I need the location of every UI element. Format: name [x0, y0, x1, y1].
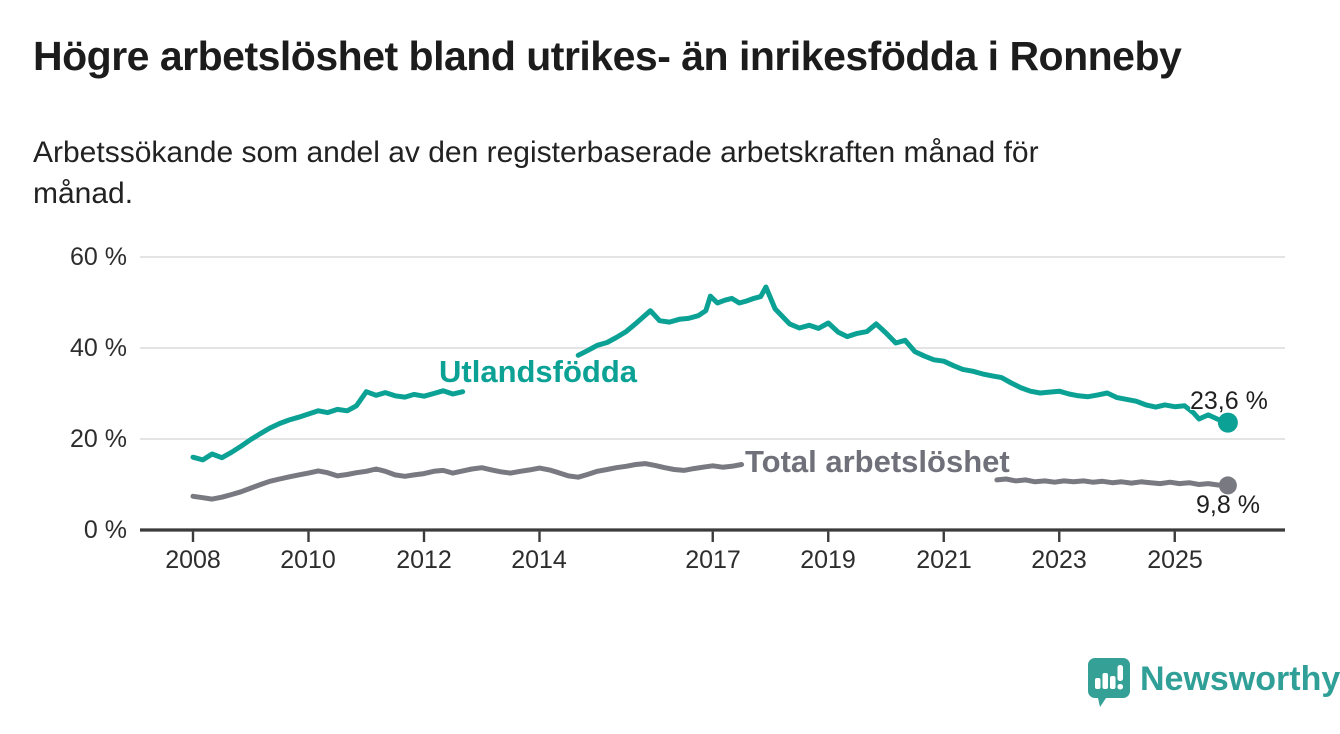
subtitle-line: månad. — [33, 177, 134, 210]
subtitle-line: Arbetssökande som andel av den registerb… — [33, 136, 1039, 169]
y-axis-label: 20 % — [70, 425, 127, 453]
y-axis-label: 40 % — [70, 334, 127, 362]
x-axis-label: 2012 — [396, 546, 452, 574]
x-axis-label: 2010 — [280, 546, 336, 574]
x-axis-label: 2008 — [165, 546, 221, 574]
y-axis-label: 60 % — [70, 243, 127, 271]
series-line-utlandsfodda — [575, 284, 1231, 426]
y-axis-label: 0 % — [83, 516, 127, 544]
x-axis-label: 2014 — [511, 546, 567, 574]
exclamation-bar — [1117, 665, 1123, 681]
chart-subtitle: Arbetssökande som andel av den registerb… — [33, 132, 1273, 214]
end-point-marker — [1218, 476, 1237, 495]
end-value-label-utlandsfodda: 23,6 % — [1190, 387, 1268, 415]
logo-wordmark: Newsworthy — [1140, 660, 1340, 698]
end-point-marker — [1217, 412, 1238, 433]
x-axis-label: 2017 — [685, 546, 741, 574]
bar-3 — [1110, 676, 1116, 689]
series-label-total-arbetsloshet: Total arbetslöshet — [745, 444, 1010, 479]
x-axis-label: 2023 — [1031, 546, 1087, 574]
x-axis-label: 2025 — [1147, 546, 1203, 574]
x-axis-label: 2021 — [916, 546, 972, 574]
page-title: Högre arbetslöshet bland utrikes- än inr… — [33, 33, 1182, 79]
speech-bubble-bar-chart-icon — [1088, 658, 1130, 707]
series-line-total — [190, 461, 745, 502]
speech-bubble-shape — [1088, 658, 1130, 707]
series-line-total — [994, 476, 1231, 488]
bar-1 — [1095, 678, 1101, 689]
series-label-utlandsfodda: Utlandsfödda — [439, 354, 638, 389]
newsworthy-logo: Newsworthy — [1086, 656, 1340, 708]
series-line-utlandsfodda — [190, 388, 466, 463]
exclamation-dot — [1117, 684, 1123, 690]
x-axis-label: 2019 — [800, 546, 856, 574]
end-value-label-total: 9,8 % — [1196, 491, 1260, 519]
bar-2 — [1102, 673, 1108, 689]
